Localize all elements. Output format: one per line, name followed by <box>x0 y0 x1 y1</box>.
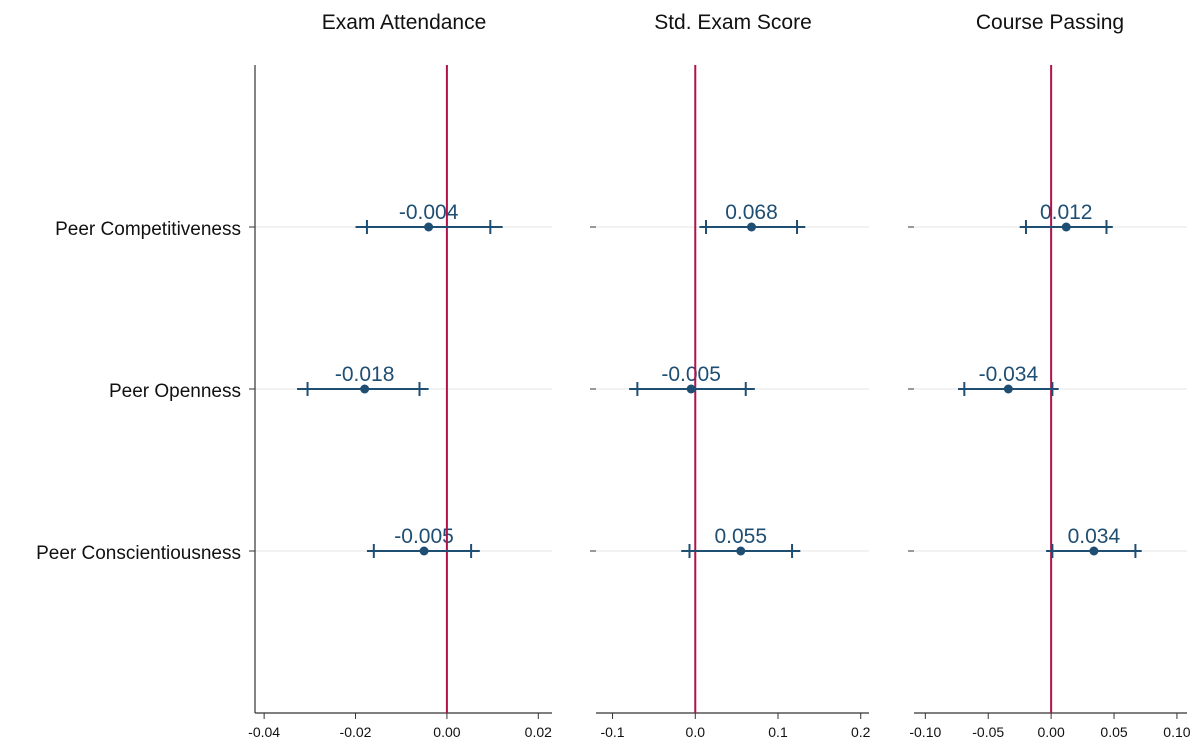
data-label: -0.034 <box>979 363 1039 386</box>
panel-titles: Exam Attendance Std. Exam Score Course P… <box>322 11 1124 34</box>
data-label: -0.018 <box>335 363 395 386</box>
point-estimate <box>747 222 757 232</box>
point-estimate <box>424 222 434 232</box>
point-estimate <box>1089 546 1099 556</box>
x-tick-label: 0.1 <box>768 724 788 740</box>
row-labels: Peer Competitiveness Peer Openness Peer … <box>36 219 241 564</box>
data-label: 0.068 <box>725 201 778 224</box>
x-tick-label: -0.02 <box>340 724 372 740</box>
panel-title-std-exam-score: Std. Exam Score <box>654 11 812 34</box>
point-estimate <box>1061 222 1071 232</box>
marks-layer <box>297 65 1142 713</box>
x-tick-label: 0.05 <box>1100 724 1127 740</box>
x-tick-label: -0.04 <box>248 724 280 740</box>
x-tick-label: 0.2 <box>851 724 871 740</box>
data-label: -0.004 <box>399 201 459 224</box>
x-tick-labels: -0.04 -0.02 0.00 0.02 -0.1 0.0 0.1 0.2 -… <box>248 724 1191 740</box>
row-label-peer-openness: Peer Openness <box>109 381 241 402</box>
x-tick-label: -0.1 <box>600 724 624 740</box>
panel-title-exam-attendance: Exam Attendance <box>322 11 487 34</box>
point-estimate <box>686 384 696 394</box>
point-estimate <box>419 546 429 556</box>
x-tick-label: 0.10 <box>1163 724 1190 740</box>
data-label: 0.055 <box>714 525 767 548</box>
panel-title-course-passing: Course Passing <box>976 11 1124 34</box>
data-label: 0.034 <box>1068 525 1121 548</box>
point-estimate <box>360 384 370 394</box>
row-label-peer-competitiveness: Peer Competitiveness <box>55 219 241 240</box>
x-tick-label: 0.00 <box>1038 724 1065 740</box>
row-label-peer-conscientiousness: Peer Conscientiousness <box>36 543 241 564</box>
data-label: -0.005 <box>394 525 454 548</box>
data-label: 0.012 <box>1040 201 1093 224</box>
x-tick-label: -0.05 <box>972 724 1004 740</box>
data-labels: -0.004 -0.018 -0.005 0.068 -0.005 0.055 … <box>335 201 1121 548</box>
data-label: -0.005 <box>661 363 721 386</box>
x-tick-label: -0.10 <box>909 724 941 740</box>
point-estimate <box>736 546 746 556</box>
x-tick-label: 0.02 <box>525 724 552 740</box>
point-estimate <box>1003 384 1013 394</box>
x-tick-label: 0.0 <box>686 724 706 740</box>
x-tick-label: 0.00 <box>433 724 460 740</box>
